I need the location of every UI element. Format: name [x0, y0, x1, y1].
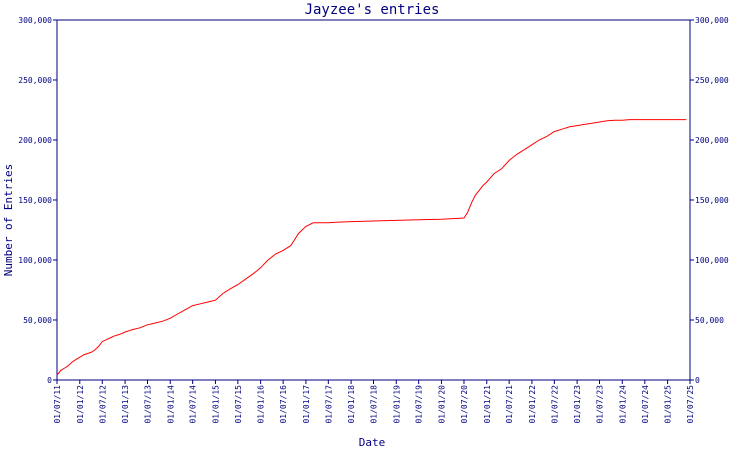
x-tick-label: 01/01/19: [392, 385, 401, 424]
y-tick-label-left: 0: [47, 376, 52, 385]
x-tick-label: 01/07/11: [53, 385, 62, 424]
y-axis-label: Number of Entries: [2, 164, 15, 277]
y-axis-left: 0 50,000 100,000 150,000 200,000 250,000 300,0…: [18, 16, 57, 385]
x-tick-label: 01/01/24: [618, 385, 627, 424]
x-tick-label: 01/07/20: [460, 385, 469, 424]
x-tick-label: 01/01/15: [211, 385, 220, 424]
series-group: [56, 119, 687, 376]
plot-frame: [56, 19, 691, 381]
chart-title: Jayzee's entries: [305, 2, 440, 18]
x-tick-label: 01/07/16: [279, 385, 288, 424]
y-tick-label-left: 50,000: [23, 316, 52, 325]
x-tick-label: 01/07/25: [686, 385, 695, 424]
x-tick-label: 01/07/24: [641, 385, 650, 424]
x-tick-label: 01/07/12: [98, 385, 107, 424]
y-tick-label-right: 150,000: [695, 196, 729, 205]
x-tick-label: 01/07/18: [370, 385, 379, 424]
x-tick-label: 01/07/23: [596, 385, 605, 424]
y-tick-label-left: 300,000: [18, 16, 52, 25]
x-tick-label: 01/01/23: [573, 385, 582, 424]
x-tick-label: 01/01/20: [437, 385, 446, 424]
x-tick-label: 01/07/14: [189, 385, 198, 424]
x-axis-label: Date: [359, 436, 386, 449]
y-tick-label-right: 300,000: [695, 16, 729, 25]
y-tick-label-left: 250,000: [18, 76, 52, 85]
x-tick-label: 01/01/22: [528, 385, 537, 424]
y-tick-label-right: 50,000: [695, 316, 724, 325]
y-tick-label-right: 100,000: [695, 256, 729, 265]
x-tick-label: 01/01/17: [302, 385, 311, 424]
y-tick-label-left: 200,000: [18, 136, 52, 145]
x-tick-label: 01/01/25: [664, 385, 673, 424]
y-tick-label-right: 0: [695, 376, 700, 385]
x-tick-label: 01/07/21: [505, 385, 514, 424]
x-tick-label: 01/01/16: [257, 385, 266, 424]
y-tick-label-left: 100,000: [18, 256, 52, 265]
x-tick-label: 01/01/18: [347, 385, 356, 424]
x-tick-label: 01/07/15: [234, 385, 243, 424]
series-line: [56, 119, 687, 376]
x-tick-label: 01/01/13: [121, 385, 130, 424]
x-tick-label: 01/01/12: [76, 385, 85, 424]
y-axis-right: 0 50,000 100,000 150,000 200,000 250,000 300,0…: [690, 16, 729, 385]
x-axis: 01/07/11 01/01/12 01/07/12 01/01/13 01/07/13…: [53, 380, 695, 424]
y-tick-label-left: 150,000: [18, 196, 52, 205]
x-tick-label: 01/07/19: [415, 385, 424, 424]
x-tick-label: 01/07/17: [324, 385, 333, 424]
x-tick-label: 01/07/22: [550, 385, 559, 424]
x-tick-label: 01/01/14: [166, 385, 175, 424]
y-tick-label-right: 250,000: [695, 76, 729, 85]
y-tick-label-right: 200,000: [695, 136, 729, 145]
x-tick-label: 01/01/21: [483, 385, 492, 424]
x-tick-label: 01/07/13: [143, 385, 152, 424]
